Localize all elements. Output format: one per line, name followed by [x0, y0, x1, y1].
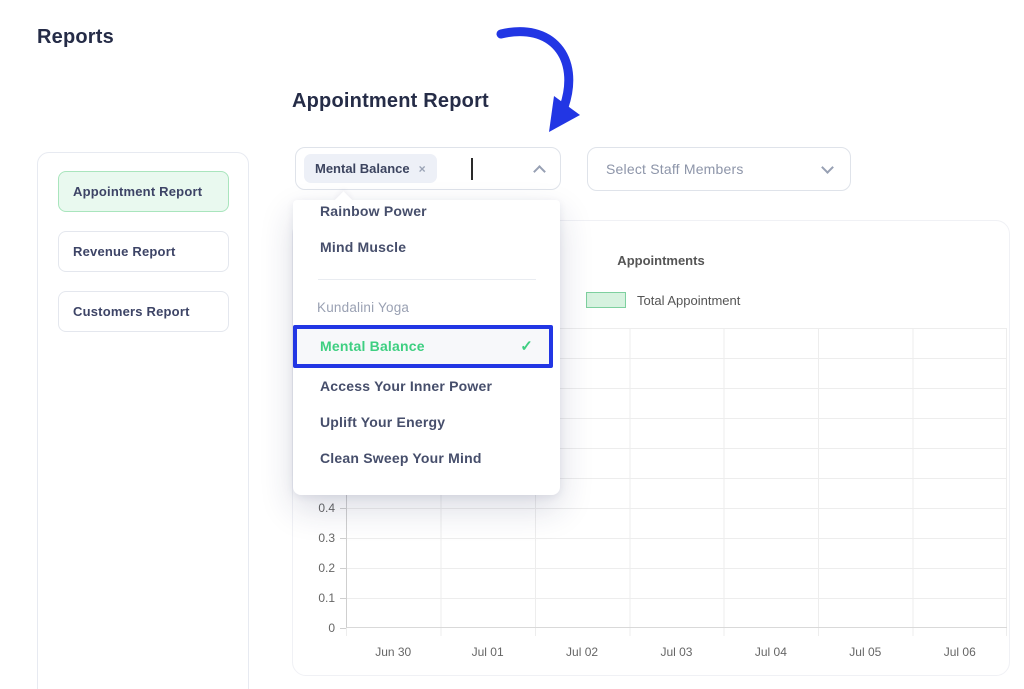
sidebar-item-appointment-report[interactable]: Appointment Report: [58, 171, 229, 212]
y-tick-mark: [340, 538, 346, 539]
legend-swatch-icon: [586, 292, 626, 308]
staff-select-placeholder: Select Staff Members: [606, 161, 744, 177]
dropdown-option[interactable]: Access Your Inner Power: [320, 378, 493, 394]
y-tick-label: 0.1: [318, 591, 335, 605]
chart-title: Appointments: [617, 253, 705, 268]
selected-service-label: Mental Balance: [315, 161, 410, 176]
y-tick-label: 0: [328, 621, 335, 635]
page-title: Reports: [37, 26, 114, 48]
dropdown-option[interactable]: Clean Sweep Your Mind: [320, 450, 482, 466]
y-tick-mark: [340, 508, 346, 509]
remove-tag-icon[interactable]: ×: [418, 161, 426, 176]
service-dropdown-list: Rainbow Power Mind Muscle Kundalini Yoga…: [293, 200, 560, 495]
dropdown-option[interactable]: Rainbow Power: [320, 203, 427, 219]
section-title: Appointment Report: [292, 90, 489, 112]
x-tick-label: Jul 05: [849, 645, 882, 659]
y-tick-label: 0.2: [318, 561, 335, 575]
selected-option-label: Mental Balance: [320, 338, 425, 354]
y-tick-mark: [340, 628, 346, 629]
dropdown-option[interactable]: Mind Muscle: [320, 239, 407, 255]
check-icon: ✓: [520, 338, 533, 355]
chevron-up-icon[interactable]: [533, 164, 546, 178]
y-tick-label: 0.3: [318, 531, 335, 545]
service-dropdown-panel: Rainbow Power Mind Muscle Kundalini Yoga…: [293, 200, 560, 495]
selected-service-tag: Mental Balance ×: [304, 154, 437, 183]
chart-legend-item[interactable]: Total Appointment: [586, 292, 740, 308]
chevron-down-icon[interactable]: [821, 160, 834, 174]
x-tick-label: Jul 01: [471, 645, 504, 659]
dropdown-divider: [318, 279, 536, 280]
legend-label: Total Appointment: [637, 292, 741, 308]
text-cursor: [470, 157, 473, 180]
dropdown-option[interactable]: Uplift Your Energy: [320, 414, 446, 430]
reports-sidebar: Appointment Report Revenue Report Custom…: [37, 152, 249, 689]
dropdown-selected-option-wrap: Mental Balance ✓: [293, 325, 553, 368]
y-tick-mark: [340, 598, 346, 599]
x-tick-label: Jul 06: [943, 645, 976, 659]
staff-select[interactable]: Select Staff Members: [587, 147, 851, 191]
x-tick-label: Jul 04: [754, 645, 787, 659]
dropdown-group-label: Kundalini Yoga: [317, 300, 410, 315]
annotation-arrow-icon: [496, 27, 580, 132]
y-tick-label: 0.4: [318, 501, 335, 515]
sidebar-item-customers-report[interactable]: Customers Report: [58, 291, 229, 332]
x-tick-label: Jun 30: [375, 645, 412, 659]
sidebar-item-revenue-report[interactable]: Revenue Report: [58, 231, 229, 272]
x-tick-label: Jul 03: [660, 645, 693, 659]
service-select[interactable]: Mental Balance ×: [295, 147, 561, 190]
y-tick-mark: [340, 568, 346, 569]
x-axis-labels: Jun 30 Jul 01 Jul 02 Jul 03 Jul 04 Jul 0…: [346, 645, 1007, 659]
dropdown-option-selected[interactable]: Mental Balance ✓: [296, 329, 550, 364]
x-tick-label: Jul 02: [566, 645, 599, 659]
